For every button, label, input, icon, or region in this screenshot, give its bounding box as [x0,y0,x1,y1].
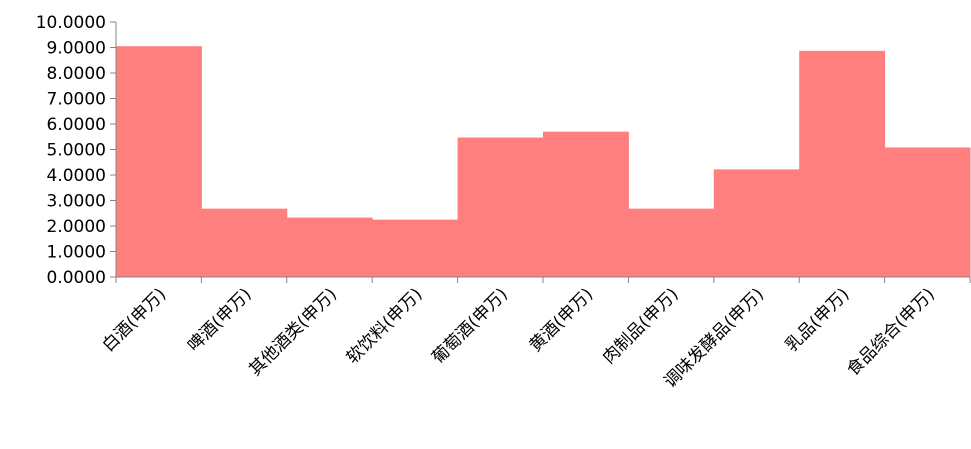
bar-5 [543,131,629,277]
y-tick-label: 5.0000 [47,141,106,161]
bar-0 [116,46,202,277]
x-category-label: 软饮料(申万) [343,284,427,368]
y-tick-label: 8.0000 [47,64,106,84]
y-tick-label: 0.0000 [47,268,106,288]
x-category-label: 食品综合(申万) [843,284,939,380]
bar-4 [457,137,544,277]
x-category-label: 葡萄酒(申万) [428,284,512,368]
y-tick-label: 7.0000 [47,90,106,110]
y-tick-label: 10.0000 [36,13,106,33]
y-tick-label: 6.0000 [47,115,106,135]
bar-7 [713,169,800,277]
y-tick-label: 4.0000 [47,166,106,186]
bar-8 [799,50,886,277]
x-category-label: 其他酒类(申万) [245,284,341,380]
bar-6 [628,208,715,277]
x-category-label: 黄酒(申万) [526,284,598,356]
x-category-label: 白酒(申万) [99,284,171,356]
y-tick-labels: 0.0000 1.0000 2.0000 3.0000 4.0000 5.0000 6.00… [36,13,106,288]
bar-9 [884,147,971,277]
bar-3 [372,219,459,277]
bar-group [116,46,971,277]
y-tick-label: 2.0000 [47,217,106,237]
y-tick-label: 9.0000 [47,39,106,59]
bar-1 [201,208,288,277]
x-category-label: 啤酒(申万) [184,284,256,356]
y-tick-label: 1.0000 [47,243,106,263]
x-category-label: 乳品(申万) [782,284,854,356]
bar-2 [286,217,373,277]
x-category-labels: 白酒(申万) 啤酒(申万)其他酒类(申万) 软饮料(申万) 葡萄酒(申万) 黄酒(申万)… [99,284,939,392]
y-tick-label: 3.0000 [47,192,106,212]
axes-group [110,21,971,283]
x-category-label: 肉制品(申万) [599,284,683,368]
